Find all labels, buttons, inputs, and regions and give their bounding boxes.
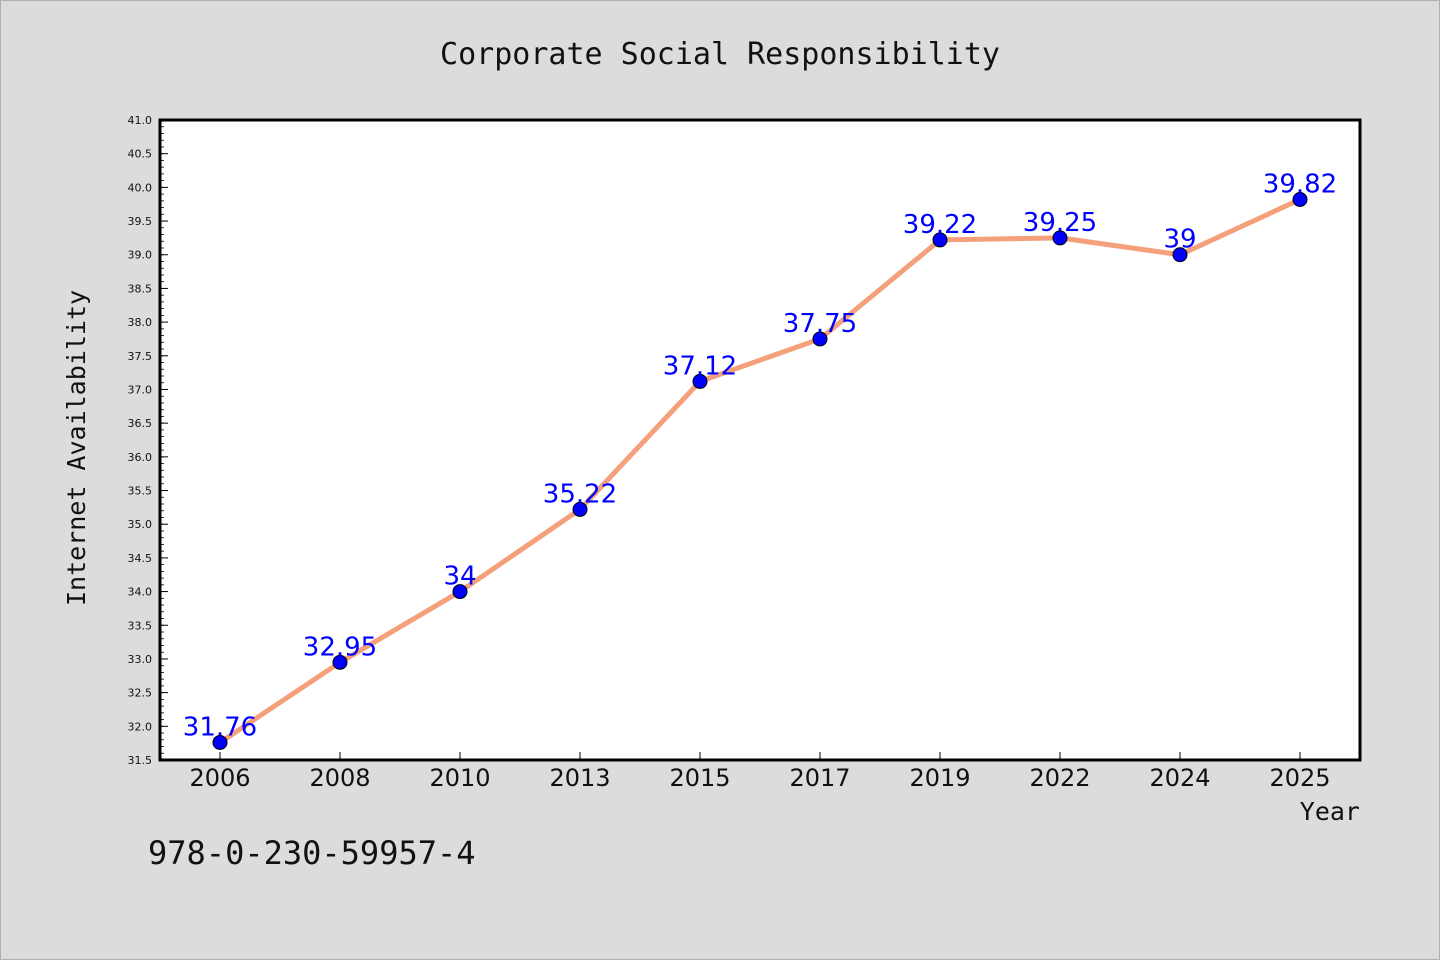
data-label: 37.12 bbox=[663, 351, 737, 381]
data-point bbox=[332, 654, 348, 670]
y-tick-label: 40.5 bbox=[128, 148, 153, 161]
y-tick-label: 37.5 bbox=[128, 350, 153, 363]
y-tick-label: 39.5 bbox=[128, 215, 153, 228]
y-tick-label: 33.5 bbox=[128, 619, 153, 632]
data-point bbox=[812, 331, 828, 347]
x-tick-label: 2013 bbox=[549, 764, 610, 792]
data-point bbox=[572, 501, 588, 517]
y-tick-label: 38.5 bbox=[128, 282, 153, 295]
x-axis: 2006 2008 2010 2013 2015 2017 2019 2022 2024 2025 bbox=[189, 752, 1331, 792]
x-tick-label: 2006 bbox=[189, 764, 250, 792]
y-tick-label: 32.5 bbox=[128, 687, 153, 700]
y-axis: 31.5 32.0 32.5 33.0 33.5 34.0 34.5 35.0 35.5 36.0… bbox=[128, 114, 168, 767]
data-label: 39 bbox=[1163, 225, 1196, 255]
footnote: 978-0-230-59957-4 bbox=[148, 834, 476, 872]
data-point bbox=[1172, 247, 1188, 263]
series-line bbox=[217, 196, 1303, 745]
data-point bbox=[452, 584, 468, 600]
y-tick-label: 32.0 bbox=[128, 720, 153, 733]
data-label: 37.75 bbox=[783, 309, 857, 339]
x-tick-label: 2022 bbox=[1029, 764, 1090, 792]
y-tick-label: 31.5 bbox=[128, 754, 153, 767]
data-point bbox=[932, 232, 948, 248]
y-tick-label: 35.0 bbox=[128, 518, 153, 531]
series-group bbox=[212, 191, 1308, 750]
y-axis-label: Internet Availability bbox=[62, 290, 91, 606]
data-label: 39.82 bbox=[1263, 169, 1337, 199]
y-tick-label: 41.0 bbox=[128, 114, 153, 127]
y-tick-label: 35.5 bbox=[128, 485, 153, 498]
data-point bbox=[212, 734, 228, 750]
x-tick-label: 2015 bbox=[669, 764, 730, 792]
x-tick-label: 2017 bbox=[789, 764, 850, 792]
x-tick-label: 2025 bbox=[1269, 764, 1330, 792]
data-label: 39.22 bbox=[903, 210, 977, 240]
x-tick-label: 2024 bbox=[1149, 764, 1210, 792]
x-tick-label: 2019 bbox=[909, 764, 970, 792]
data-point bbox=[1292, 191, 1308, 207]
y-tick-label: 40.0 bbox=[128, 181, 153, 194]
data-labels: 31.76 32.95 34 35.22 37.12 37.75 39.22 39.25 39 3… bbox=[183, 169, 1337, 742]
data-label: 39.25 bbox=[1023, 208, 1097, 238]
y-tick-label: 34.5 bbox=[128, 552, 153, 565]
data-label: 31.76 bbox=[183, 712, 257, 742]
x-tick-label: 2010 bbox=[429, 764, 490, 792]
y-tick-label: 36.0 bbox=[128, 451, 153, 464]
y-tick-label: 38.0 bbox=[128, 316, 153, 329]
y-tick-label: 39.0 bbox=[128, 249, 153, 262]
y-tick-label: 33.0 bbox=[128, 653, 153, 666]
data-point bbox=[1052, 230, 1068, 246]
y-tick-label: 36.5 bbox=[128, 417, 153, 430]
chart-title: Corporate Social Responsibility bbox=[440, 37, 1000, 72]
x-axis-label: Year bbox=[1300, 797, 1360, 826]
y-tick-label: 37.0 bbox=[128, 383, 153, 396]
y-tick-label: 34.0 bbox=[128, 586, 153, 599]
data-label: 32.95 bbox=[303, 632, 377, 662]
data-label: 34 bbox=[443, 562, 476, 592]
data-point bbox=[692, 373, 708, 389]
x-tick-label: 2008 bbox=[309, 764, 370, 792]
data-label: 35.22 bbox=[543, 479, 617, 509]
